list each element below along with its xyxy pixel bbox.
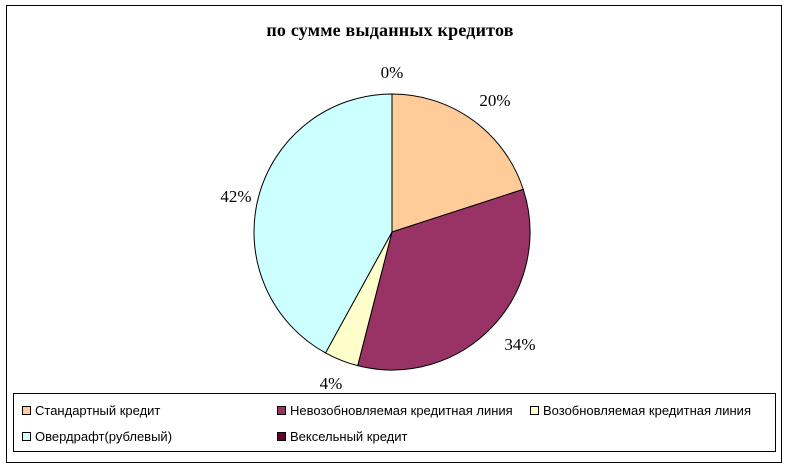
legend-swatch [277, 432, 286, 441]
legend-label: Овердрафт(рублевый) [35, 429, 173, 444]
legend-label: Невозобновляемая кредитная линия [290, 403, 513, 418]
data-label: 20% [479, 91, 510, 110]
chart-legend: Стандартный кредит Невозобновляемая кред… [13, 393, 776, 452]
legend-item-nonrevolving-line: Невозобновляемая кредитная линия [277, 403, 513, 418]
legend-item-standard-credit: Стандартный кредит [22, 403, 160, 418]
slice-standard-credit [391, 93, 524, 233]
legend-label: Вексельный кредит [290, 429, 408, 444]
legend-swatch [22, 432, 31, 441]
legend-swatch [530, 406, 539, 415]
legend-item-overdraft: Овердрафт(рублевый) [22, 429, 172, 444]
legend-item-promissory-note: Вексельный кредит [277, 429, 407, 444]
legend-item-revolving-line: Возобновляемая кредитная линия [530, 403, 751, 418]
slice-nonrevolving-line [357, 188, 531, 371]
legend-swatch [277, 406, 286, 415]
slice-overdraft [253, 93, 393, 354]
data-label: 4% [320, 374, 343, 393]
data-label: 0% [381, 63, 404, 82]
data-label: 34% [504, 335, 535, 354]
data-label: 42% [220, 187, 251, 206]
legend-label: Стандартный кредит [35, 403, 161, 418]
legend-label: Возобновляемая кредитная линия [543, 403, 751, 418]
chart-title: по сумме выданных кредитов [266, 20, 514, 40]
legend-swatch [22, 406, 31, 415]
